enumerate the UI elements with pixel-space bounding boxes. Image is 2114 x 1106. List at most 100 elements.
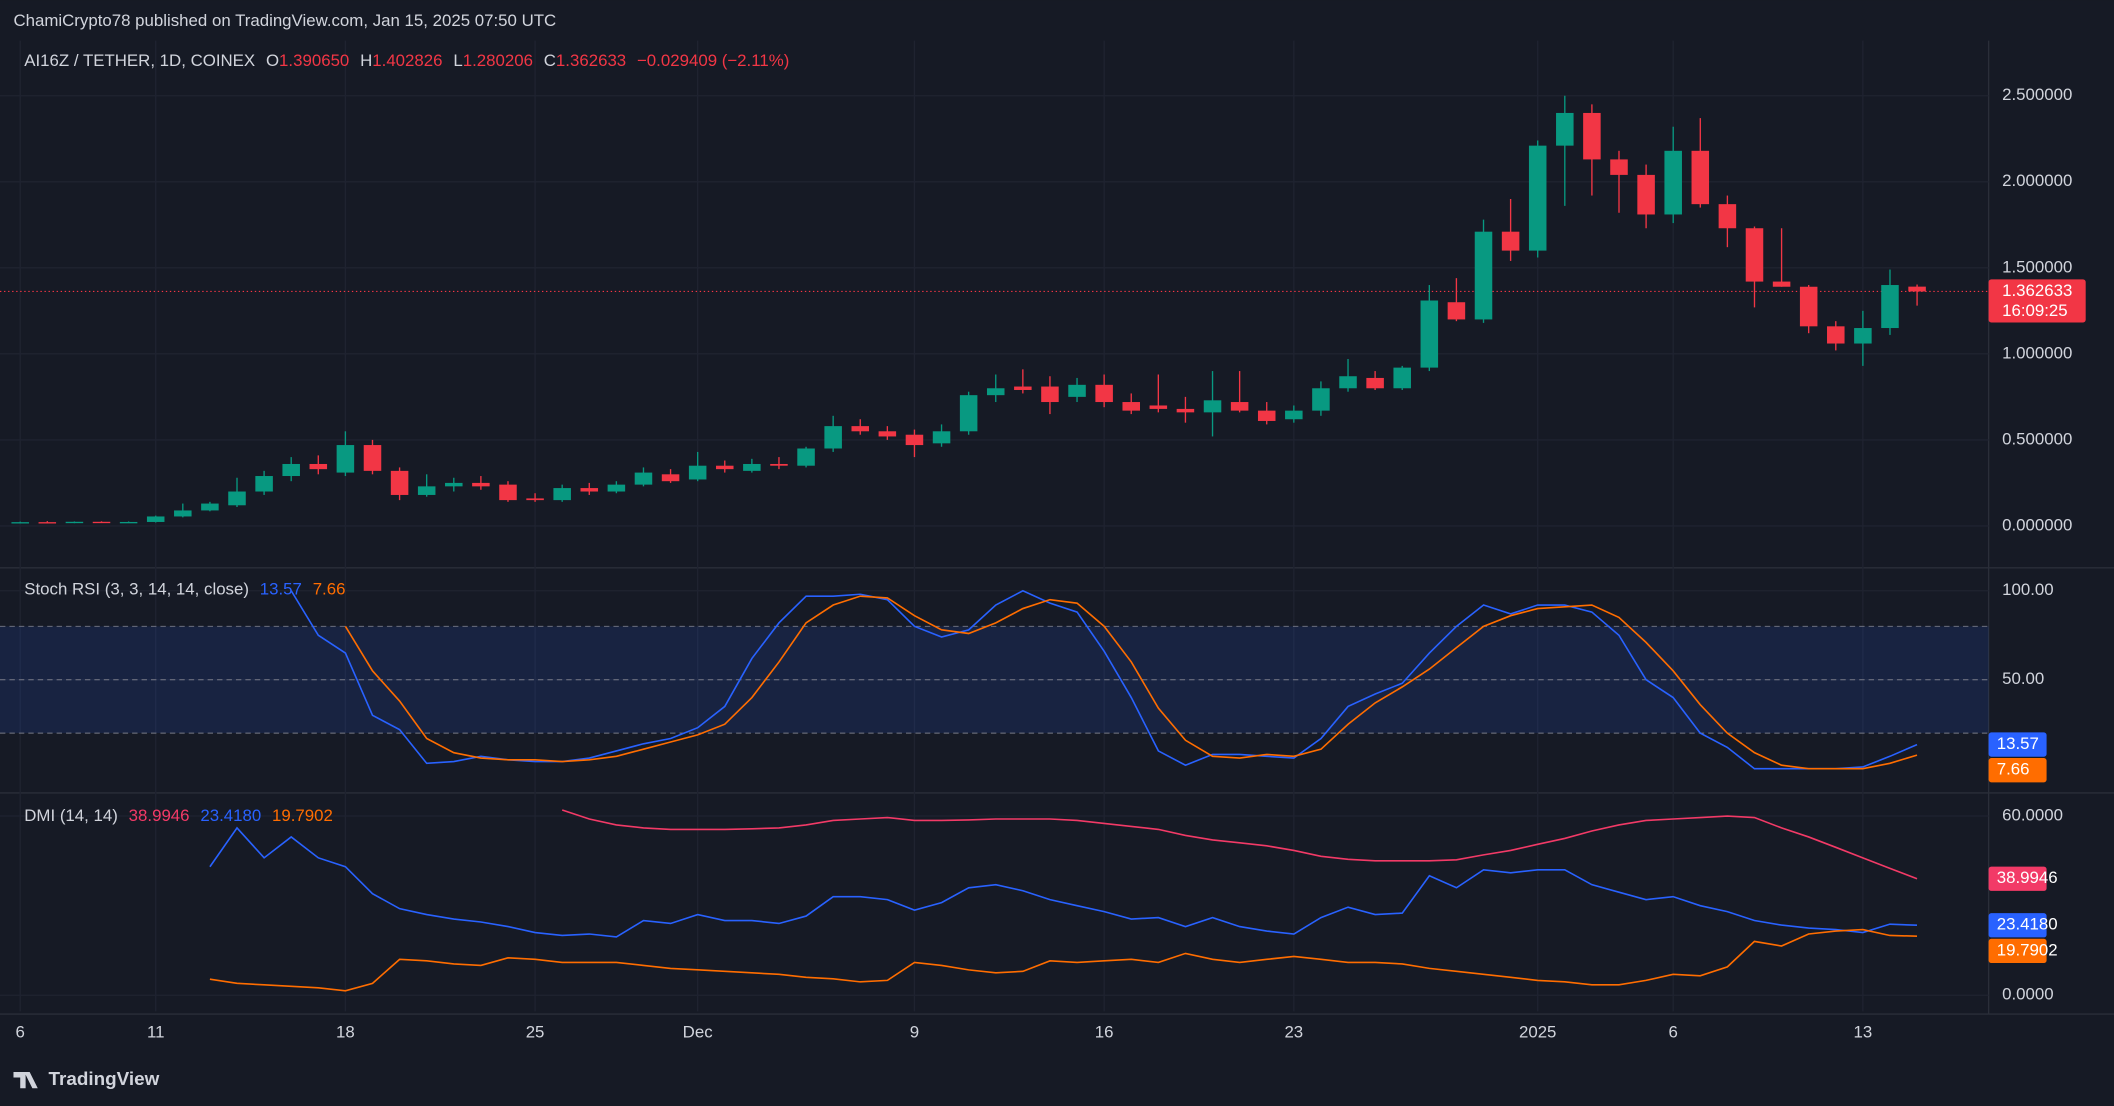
symbol: AI16Z / TETHER, 1D, COINEX bbox=[24, 52, 255, 71]
indicator-title: Stoch RSI (3, 3, 14, 14, close) 13.57 7.66 bbox=[24, 580, 345, 599]
candle-body bbox=[417, 486, 436, 495]
candle-body bbox=[1827, 326, 1845, 344]
candle-body bbox=[499, 484, 517, 501]
candle-body bbox=[1908, 286, 1926, 292]
candle-body bbox=[1447, 302, 1466, 320]
candle-body bbox=[634, 472, 653, 485]
candle-body bbox=[1095, 384, 1113, 403]
x-tick-label: 18 bbox=[336, 1022, 355, 1041]
candle-body bbox=[1230, 402, 1249, 411]
candle-body bbox=[878, 431, 897, 437]
candle-body bbox=[1068, 384, 1086, 397]
y-tick-label: 60.0000 bbox=[2002, 805, 2063, 824]
candle-body bbox=[174, 510, 192, 517]
candle-body bbox=[1285, 410, 1303, 420]
y-tick-label: 50.00 bbox=[2002, 669, 2044, 688]
candle-body bbox=[1772, 281, 1791, 287]
indicator-line bbox=[209, 928, 1918, 992]
last-value-box bbox=[1988, 732, 2047, 757]
ohlc-value: 1.362633 bbox=[556, 52, 626, 71]
candle-body bbox=[1312, 388, 1330, 411]
candle-body bbox=[1637, 174, 1655, 215]
candle-body bbox=[932, 431, 951, 444]
brand: TradingView bbox=[49, 1068, 160, 1089]
brand-logo bbox=[13, 1072, 38, 1089]
candle-body bbox=[580, 488, 599, 492]
price-label: 1.362633 bbox=[2002, 281, 2072, 300]
candle-body bbox=[1420, 300, 1439, 368]
candle-body bbox=[959, 395, 978, 432]
candle-body bbox=[1528, 145, 1547, 251]
y-tick-label: 0.500000 bbox=[2002, 429, 2072, 448]
candle-body bbox=[526, 498, 544, 501]
candle-body bbox=[1799, 286, 1818, 327]
indicator-title: DMI (14, 14) 38.9946 23.4180 19.7902 bbox=[24, 807, 333, 826]
x-tick-label: 9 bbox=[910, 1022, 919, 1041]
candle-body bbox=[146, 516, 165, 522]
indicator-line bbox=[209, 826, 1918, 938]
candle-body bbox=[1745, 228, 1764, 282]
candle-body bbox=[607, 484, 626, 492]
candle-body bbox=[1339, 376, 1357, 389]
candle-body bbox=[1501, 231, 1520, 251]
candle-body bbox=[445, 482, 463, 487]
candle-body bbox=[1854, 328, 1872, 344]
candle-body bbox=[309, 463, 328, 470]
ohlc-key: O bbox=[266, 52, 279, 71]
last-value-label: 13.57 bbox=[1997, 734, 2039, 753]
candle-body bbox=[851, 426, 870, 432]
candle-body bbox=[38, 522, 57, 524]
candle-body bbox=[1041, 386, 1059, 403]
candle-body bbox=[716, 465, 734, 470]
candle-body bbox=[1556, 112, 1574, 146]
candle-body bbox=[228, 491, 246, 506]
candle-body bbox=[472, 482, 490, 487]
candle-body bbox=[797, 448, 815, 466]
candle-body bbox=[1718, 204, 1737, 229]
candle-body bbox=[1257, 410, 1276, 421]
ohlc-key: C bbox=[544, 52, 556, 71]
ohlc-key: H bbox=[360, 52, 372, 71]
candle-body bbox=[1122, 402, 1140, 411]
candle-body bbox=[1664, 150, 1682, 215]
candle-body bbox=[661, 474, 680, 482]
candle-body bbox=[119, 521, 138, 524]
ohlc-key: L bbox=[453, 52, 462, 71]
indicator-value: 7.66 bbox=[313, 580, 346, 599]
candle-body bbox=[11, 522, 29, 524]
candle-body bbox=[688, 465, 707, 480]
indicator-name: DMI (14, 14) bbox=[24, 807, 118, 826]
x-tick-label: Dec bbox=[683, 1022, 713, 1041]
y-tick-label: 1.500000 bbox=[2002, 257, 2072, 276]
x-tick-label: 25 bbox=[526, 1022, 545, 1041]
candle-body bbox=[255, 476, 273, 492]
x-tick-label: 23 bbox=[1284, 1022, 1303, 1041]
y-tick-label: 2.500000 bbox=[2002, 85, 2072, 104]
x-tick-label: 13 bbox=[1854, 1022, 1873, 1041]
last-value-label: 23.4180 bbox=[1997, 915, 2058, 934]
indicator-line bbox=[561, 809, 1918, 880]
candle-body bbox=[905, 434, 924, 446]
candle-body bbox=[1014, 386, 1032, 390]
candle-body bbox=[1393, 367, 1411, 389]
y-tick-label: 0.000000 bbox=[2002, 515, 2072, 534]
candle-body bbox=[1203, 400, 1222, 413]
x-tick-label: 2025 bbox=[1519, 1022, 1556, 1041]
indicator-value: 38.9946 bbox=[129, 807, 190, 826]
ohlc-value: 1.280206 bbox=[463, 52, 533, 71]
publisher: ChamiCrypto78 published on TradingView.c… bbox=[13, 11, 556, 30]
candle-body bbox=[92, 521, 111, 524]
x-tick-label: 16 bbox=[1095, 1022, 1114, 1041]
y-tick-label: 1.000000 bbox=[2002, 343, 2072, 362]
candle-body bbox=[824, 426, 842, 449]
candle-body bbox=[390, 470, 409, 495]
indicator-name: Stoch RSI (3, 3, 14, 14, close) bbox=[24, 580, 249, 599]
legend: AI16Z / TETHER, 1D, COINEX O1.390650 H1.40… bbox=[24, 52, 789, 71]
change: −0.029409 (−2.11%) bbox=[637, 52, 789, 71]
candle-body bbox=[986, 388, 1005, 396]
x-tick-label: 6 bbox=[1669, 1022, 1678, 1041]
candle-body bbox=[65, 521, 84, 524]
last-value-label: 7.66 bbox=[1997, 760, 2030, 779]
